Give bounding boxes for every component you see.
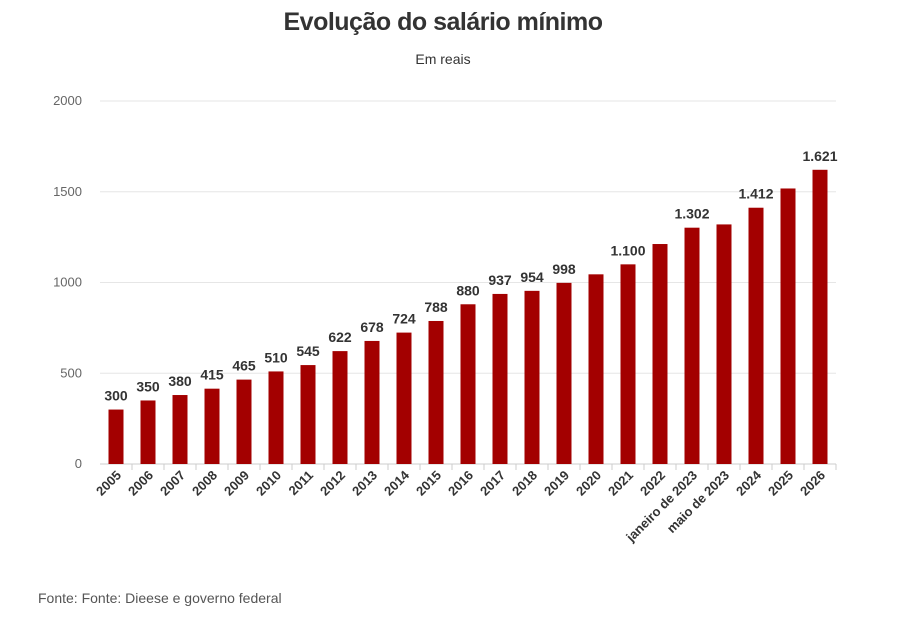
x-tick-label: 2025 (765, 468, 796, 499)
y-tick-label: 1000 (53, 275, 82, 290)
data-label: 998 (552, 261, 576, 277)
y-tick-label: 0 (75, 456, 82, 471)
bar (268, 371, 284, 464)
bar (300, 365, 316, 464)
x-tick-label: 2010 (253, 468, 284, 499)
bar (364, 340, 380, 464)
data-label: 350 (136, 378, 160, 394)
bar (428, 320, 444, 464)
x-tick-label: 2006 (125, 468, 156, 499)
x-tick-label: 2015 (413, 468, 444, 499)
data-label: 937 (488, 272, 512, 288)
bar (780, 188, 796, 464)
bar (748, 207, 764, 465)
data-label: 678 (360, 319, 384, 335)
data-label: 380 (168, 373, 192, 389)
bar (716, 224, 732, 464)
x-tick-label: 2009 (221, 468, 252, 499)
data-label: 415 (200, 367, 224, 383)
y-tick-label: 500 (60, 365, 82, 380)
x-tick-label: 2021 (605, 468, 636, 499)
data-label: 300 (104, 388, 128, 404)
data-label: 510 (264, 349, 288, 365)
data-label: 724 (392, 311, 416, 327)
x-tick-label: 2005 (93, 468, 124, 499)
x-tick-label: 2012 (317, 468, 348, 499)
bar (492, 293, 508, 464)
x-tick-label: 2016 (445, 468, 476, 499)
data-label: 1.100 (610, 242, 645, 258)
bar (108, 409, 124, 464)
data-label: 788 (424, 299, 448, 315)
data-label: 622 (328, 329, 352, 345)
data-labels-layer: 300 350 380 415 465 510 545 622 678 724 788 880 937 9… (104, 148, 837, 404)
bar (236, 379, 252, 464)
y-tick-label: 1500 (53, 184, 82, 199)
data-label: 545 (296, 343, 320, 359)
bar (812, 169, 828, 464)
x-tick-label: 2011 (286, 468, 317, 499)
x-tick-label: 2020 (573, 468, 604, 499)
chart-title: Evolução do salário mínimo (283, 8, 603, 36)
bar (556, 282, 572, 464)
bar-chart: 0 500 1000 1500 2000 300 350 380 415 465 510 545 62… (53, 93, 838, 545)
bar (172, 395, 188, 464)
bar (684, 227, 700, 464)
y-tick-label: 2000 (53, 93, 82, 108)
data-label: 954 (520, 269, 544, 285)
bars-layer (108, 169, 828, 465)
x-tick-label: 2026 (797, 468, 828, 499)
bar (204, 388, 220, 464)
x-tick-label: 2013 (349, 468, 380, 499)
x-tick-label: 2017 (477, 468, 508, 499)
x-tick-label: 2018 (509, 468, 540, 499)
x-tick-label: 2008 (189, 468, 220, 499)
bar (332, 351, 348, 464)
data-label: 465 (232, 358, 256, 374)
x-tick-label: 2014 (381, 467, 413, 499)
data-label: 880 (456, 282, 480, 298)
bar (620, 264, 636, 464)
chart-subtitle: Em reais (415, 51, 471, 67)
bar (396, 332, 412, 464)
bar (460, 304, 476, 464)
bar (588, 274, 604, 464)
x-tick-label: 2019 (541, 468, 572, 499)
data-label: 1.621 (802, 148, 837, 164)
x-axis: 2005 2006 2007 2008 2009 2010 2011 2012 2013 2014… (93, 464, 837, 545)
bar (140, 400, 156, 464)
data-label: 1.302 (674, 206, 709, 222)
data-label: 1.412 (738, 186, 773, 202)
x-tick-label: 2024 (733, 467, 765, 499)
x-tick-label: 2007 (157, 468, 188, 499)
bar (652, 244, 668, 464)
chart-source: Fonte: Fonte: Dieese e governo federal (38, 590, 282, 606)
bar (524, 290, 540, 464)
